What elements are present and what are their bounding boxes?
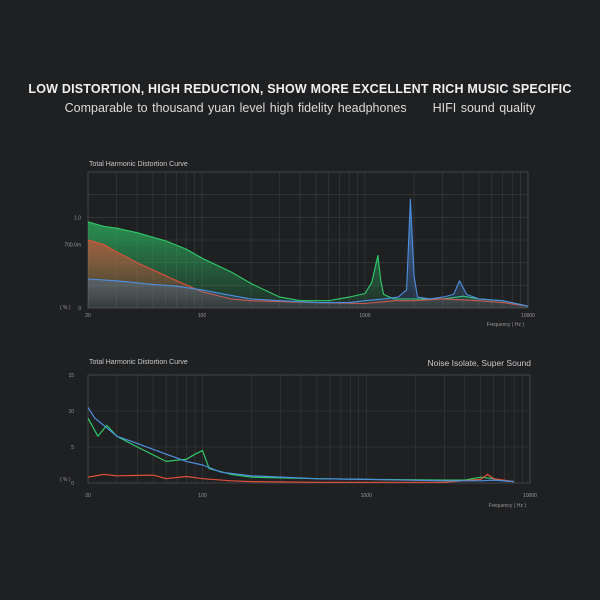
x-axis-label: Frequency ( Hz ): [489, 503, 527, 509]
x-tick-label: 20: [85, 313, 91, 319]
subheadline-left: Comparable to thousand yuan level high f…: [64, 101, 407, 115]
y-tick-label: 0: [78, 306, 81, 312]
series-blue-area: [88, 199, 528, 308]
y-tick-label: 700.0m: [64, 243, 81, 249]
x-tick-label: 100: [198, 313, 207, 319]
y-tick-label: 0: [71, 481, 74, 487]
x-axis-label: Frequency ( Hz ): [487, 322, 525, 328]
x-tick-label: 100: [198, 493, 207, 499]
chart-annotation: Noise Isolate, Super Sound: [428, 358, 532, 368]
chart-title: Total Harmonic Distortion Curve: [89, 359, 188, 366]
series-green-area: [88, 221, 528, 308]
x-tick-label: 1000: [359, 313, 370, 319]
chart-1: Total Harmonic Distortion Curve 20 100 1000…: [60, 161, 535, 328]
series-blue-line: [87, 407, 515, 483]
subheadline: Comparable to thousand yuan level high f…: [0, 101, 600, 115]
x-tick-label: 10000: [521, 313, 535, 319]
y-tick-label: 5: [71, 445, 74, 451]
y-axis-label: ( % ): [60, 305, 71, 311]
y-axis-label: ( % ): [60, 477, 71, 483]
series-red-line: [87, 473, 515, 483]
subheadline-right: HIFI sound quality: [432, 101, 536, 115]
y-tick-label: 10: [68, 409, 74, 415]
y-tick-label: 15: [68, 373, 74, 379]
y-tick-label: 1.0: [74, 215, 81, 221]
headline: LOW DISTORTION, HIGH REDUCTION, SHOW MOR…: [28, 82, 572, 96]
grid: [87, 374, 531, 484]
plot-frame: [87, 374, 531, 484]
chart-title: Total Harmonic Distortion Curve: [89, 161, 188, 168]
series-blue-line: [87, 198, 529, 307]
x-tick-label: 10000: [523, 493, 537, 499]
chart-2: Total Harmonic Distortion Curve Noise Iso…: [60, 358, 537, 509]
x-tick-label: 20: [85, 493, 91, 499]
x-tick-label: 1000: [361, 493, 372, 499]
